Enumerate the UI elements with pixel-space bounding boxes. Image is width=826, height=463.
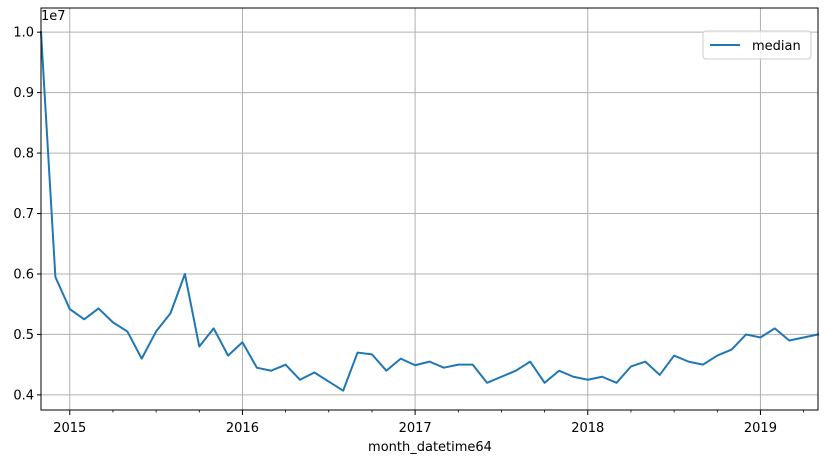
y-tick-label: 0.5 bbox=[13, 328, 34, 343]
y-tick-label: 0.4 bbox=[13, 388, 34, 403]
x-axis: 2015 2016 2017 2018 2019 bbox=[53, 410, 805, 436]
y-tick-label: 0.8 bbox=[13, 147, 34, 162]
x-axis-label: month_datetime64 bbox=[368, 440, 492, 455]
grid-lines bbox=[41, 8, 818, 410]
y-offset-label: 1e7 bbox=[41, 9, 66, 24]
x-tick-label: 2015 bbox=[53, 421, 86, 436]
x-tick-label: 2017 bbox=[399, 421, 432, 436]
x-tick-label: 2019 bbox=[744, 421, 777, 436]
x-tick-label: 2018 bbox=[571, 421, 604, 436]
legend: median bbox=[702, 30, 812, 60]
y-tick-label: 0.6 bbox=[13, 267, 34, 282]
y-tick-label: 0.7 bbox=[13, 207, 34, 222]
y-tick-label: 1.0 bbox=[13, 26, 34, 41]
x-tick-label: 2016 bbox=[226, 421, 259, 436]
legend-entry-median: median bbox=[752, 39, 801, 54]
y-tick-label: 0.9 bbox=[13, 86, 34, 101]
plot-area bbox=[39, 31, 820, 392]
series-line-median bbox=[39, 31, 820, 392]
axes-frame bbox=[40, 7, 819, 411]
y-axis: 0.4 0.5 0.6 0.7 0.8 0.9 1.0 bbox=[13, 26, 41, 403]
legend-box bbox=[702, 30, 812, 60]
